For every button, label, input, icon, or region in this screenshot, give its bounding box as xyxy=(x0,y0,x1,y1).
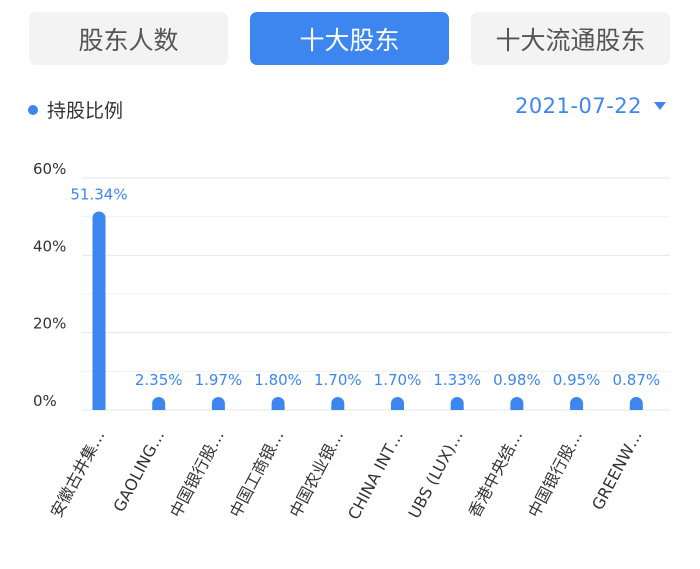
bar-value-label: 1.80% xyxy=(254,371,302,389)
shareholding-bar-chart: 0% 20% 40% 60%51.34% 安徽古井集… 2.35% GAOLING… 1.97… xyxy=(33,160,670,523)
category-label: 安徽古井集… xyxy=(47,427,109,521)
y-tick-label: 0% xyxy=(33,392,57,410)
bar xyxy=(152,397,166,410)
bar-value-label: 1.33% xyxy=(433,371,481,389)
bar-value-label: 1.97% xyxy=(195,371,243,389)
y-tick-label: 60% xyxy=(33,160,66,178)
legend-dot-icon xyxy=(28,104,38,115)
tab-shareholder-count[interactable]: 股东人数 xyxy=(29,12,228,65)
category-label: UBS (LUX)… xyxy=(404,427,466,521)
bar xyxy=(211,397,225,410)
bar xyxy=(570,397,584,410)
category-label: 香港中央结… xyxy=(465,427,527,521)
category-label: 中国银行股… xyxy=(524,427,586,521)
legend-label: 持股比例 xyxy=(47,100,124,122)
bar-value-label: 1.70% xyxy=(314,371,362,389)
bar xyxy=(629,397,643,410)
bar-value-label: 51.34% xyxy=(70,185,127,203)
bar-value-label: 1.70% xyxy=(374,371,422,389)
category-label: CHINA INT… xyxy=(344,427,407,523)
date-selector[interactable]: 2021-07-22 xyxy=(515,94,666,118)
bar-value-label: 2.35% xyxy=(135,371,183,389)
tab-bar: 股东人数 十大股东 十大流通股东 xyxy=(0,0,700,80)
bar xyxy=(331,397,345,410)
chart-legend: 持股比例 xyxy=(28,96,123,123)
y-tick-label: 20% xyxy=(33,315,66,333)
bar-value-label: 0.98% xyxy=(493,371,541,389)
category-label: 中国农业银… xyxy=(285,427,347,521)
tab-top-ten-float-shareholders[interactable]: 十大流通股东 xyxy=(471,12,670,65)
bar xyxy=(510,397,524,410)
category-label: GAOLING… xyxy=(109,427,168,515)
y-tick-label: 40% xyxy=(33,237,66,255)
bar xyxy=(391,397,404,410)
bar xyxy=(450,397,464,410)
category-label: GREENW… xyxy=(588,427,646,513)
category-label: 中国银行股… xyxy=(166,427,228,521)
date-value: 2021-07-22 xyxy=(514,94,642,118)
bar xyxy=(271,397,285,410)
caret-down-icon xyxy=(654,102,666,110)
bar xyxy=(92,211,106,410)
bar-value-label: 0.95% xyxy=(553,371,601,389)
tab-top-ten-shareholders[interactable]: 十大股东 xyxy=(250,12,449,65)
category-label: 中国工商银… xyxy=(226,427,288,521)
bar-value-label: 0.87% xyxy=(612,371,660,389)
